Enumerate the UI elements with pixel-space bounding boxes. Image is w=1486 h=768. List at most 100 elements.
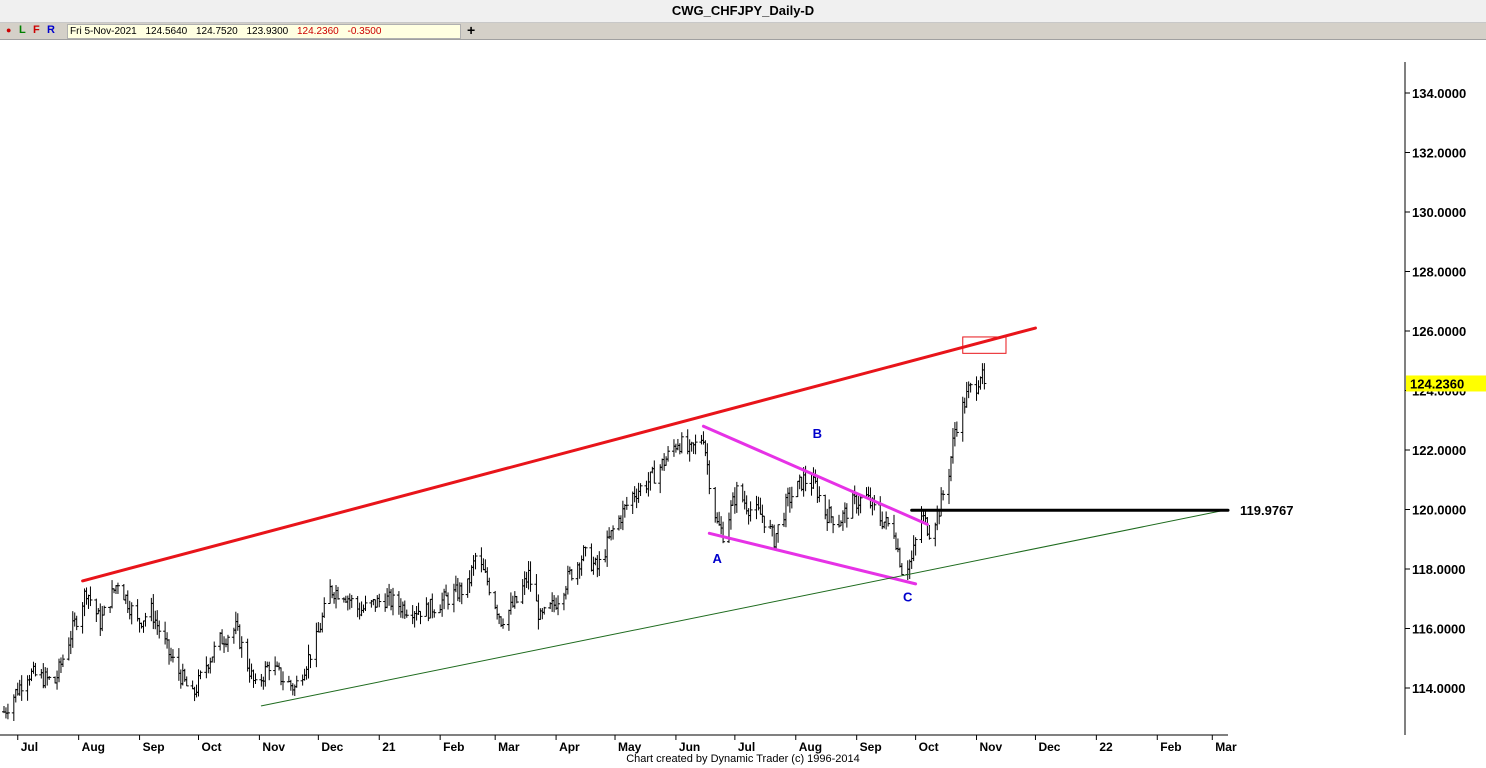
x-tick-label: Jun bbox=[679, 740, 700, 754]
x-tick-label: Feb bbox=[443, 740, 464, 754]
ohlc-bar bbox=[514, 595, 519, 604]
plot-area bbox=[0, 40, 1405, 735]
ohlc-bar bbox=[611, 525, 616, 540]
y-tick-label: 134.0000 bbox=[1412, 86, 1466, 101]
y-tick-label: 120.0000 bbox=[1412, 503, 1466, 518]
info-bar: ● L F R Fri 5-Nov-2021 124.5640 124.7520… bbox=[0, 22, 1486, 40]
x-tick-label: May bbox=[618, 740, 642, 754]
x-tick-label: Dec bbox=[1038, 740, 1060, 754]
ohlc-bar bbox=[212, 641, 217, 663]
wedge-upper-trendline[interactable] bbox=[701, 424, 929, 526]
ohlc-low: 123.9300 bbox=[246, 26, 289, 37]
ohlc-bar bbox=[748, 501, 753, 522]
support-trendline[interactable] bbox=[260, 509, 1229, 707]
x-tick-label: Nov bbox=[262, 740, 285, 754]
wave-label-b: B bbox=[813, 426, 822, 441]
y-tick-label: 116.0000 bbox=[1412, 622, 1466, 637]
ohlc-bar bbox=[377, 593, 382, 608]
ohlc-bar bbox=[624, 496, 629, 510]
x-tick-label: Jul bbox=[738, 740, 755, 754]
x-tick-label: Oct bbox=[202, 740, 222, 754]
x-tick-label: Dec bbox=[321, 740, 343, 754]
ohlc-bar bbox=[404, 609, 409, 618]
ohlc-bar bbox=[473, 552, 478, 570]
ohlc-bar bbox=[762, 515, 767, 534]
ohlc-bar bbox=[115, 582, 120, 594]
y-tick-label: 122.0000 bbox=[1412, 443, 1466, 458]
ohlc-bar bbox=[776, 524, 781, 543]
ohlc-bar bbox=[679, 432, 684, 454]
ohlc-bar bbox=[418, 610, 423, 625]
ohlc-bar bbox=[239, 636, 244, 658]
ohlc-bar bbox=[831, 516, 836, 534]
ohlc-bar bbox=[253, 673, 258, 684]
ohlc-bar bbox=[102, 605, 107, 616]
ohlc-bar bbox=[542, 606, 547, 615]
toggle-f-button[interactable]: F bbox=[33, 24, 40, 36]
y-tick-label: 130.0000 bbox=[1412, 205, 1466, 220]
resistance-trendline[interactable] bbox=[81, 326, 1037, 583]
ohlc-bar bbox=[487, 577, 492, 596]
ohlc-bar bbox=[198, 670, 203, 680]
ohlc-bar bbox=[569, 569, 574, 581]
x-tick-label: Oct bbox=[919, 740, 939, 754]
x-tick-label: 21 bbox=[382, 740, 396, 754]
x-tick-label: Aug bbox=[82, 740, 105, 754]
ohlc-bar bbox=[528, 561, 533, 592]
ohlc-bar bbox=[267, 661, 272, 681]
y-tick-label: 132.0000 bbox=[1412, 146, 1466, 161]
ohlc-bar bbox=[927, 524, 932, 540]
target-zone-box[interactable] bbox=[962, 336, 1007, 354]
wave-label-a: A bbox=[712, 551, 722, 566]
x-tick-label: Apr bbox=[559, 740, 580, 754]
x-tick-label: 22 bbox=[1099, 740, 1113, 754]
toggle-l-button[interactable]: L bbox=[19, 24, 26, 36]
ohlc-bar bbox=[74, 615, 79, 631]
ohlc-bar bbox=[170, 649, 175, 663]
ohlc-bar bbox=[789, 486, 794, 509]
ohlc-bar bbox=[88, 586, 93, 607]
ohlc-bar bbox=[954, 421, 959, 437]
ohlc-bar bbox=[941, 490, 946, 501]
ohlc-high: 124.7520 bbox=[195, 26, 238, 37]
ohlc-bar bbox=[322, 597, 327, 618]
ohlc-bar bbox=[157, 620, 162, 639]
ohlc-bar bbox=[432, 609, 437, 618]
ohlc-bar bbox=[280, 671, 285, 691]
ohlc-change: -0.3500 bbox=[347, 26, 382, 37]
last-price-label: 124.2360 bbox=[1410, 376, 1464, 391]
x-tick-label: Aug bbox=[799, 740, 822, 754]
ohlc-bar bbox=[459, 582, 464, 605]
wave-labels: A B C bbox=[712, 426, 913, 605]
ohlc-bar bbox=[652, 460, 657, 484]
ohlc-bar bbox=[913, 537, 918, 556]
x-tick-label: Sep bbox=[143, 740, 165, 754]
ohlc-bar bbox=[734, 481, 739, 513]
ohlc-bar bbox=[19, 675, 24, 701]
x-tick-label: Mar bbox=[1215, 740, 1237, 754]
level-label: 119.9767 bbox=[1240, 503, 1294, 518]
ohlc-bar bbox=[143, 612, 148, 627]
ohlc-bar bbox=[294, 675, 299, 688]
ohlc-bar bbox=[817, 486, 822, 503]
y-tick-label: 118.0000 bbox=[1412, 562, 1466, 577]
wave-label-c: C bbox=[903, 590, 913, 605]
ohlc-bar bbox=[721, 521, 726, 544]
ohlc-bar bbox=[982, 363, 987, 390]
toggle-r-button[interactable]: R bbox=[47, 24, 55, 36]
ohlc-bars bbox=[2, 363, 987, 722]
ohlc-date: Fri 5-Nov-2021 bbox=[70, 26, 137, 37]
ohlc-bar bbox=[707, 460, 712, 495]
ohlc-open: 124.5640 bbox=[145, 26, 188, 37]
ohlc-bar bbox=[60, 654, 65, 668]
wedge-lower-trendline[interactable] bbox=[707, 531, 918, 586]
y-tick-label: 128.0000 bbox=[1412, 265, 1466, 280]
ohlc-bar bbox=[583, 546, 588, 557]
ohlc-bar bbox=[129, 602, 134, 625]
x-tick-label: Mar bbox=[498, 740, 520, 754]
add-indicator-button[interactable]: + bbox=[467, 22, 476, 38]
ohlc-bar bbox=[858, 495, 863, 514]
time-axis: Jul Aug Sep Oct Nov Dec 21 Feb Mar Apr May Jun Jul Au… bbox=[17, 735, 1237, 754]
ohlc-bar bbox=[501, 618, 506, 629]
